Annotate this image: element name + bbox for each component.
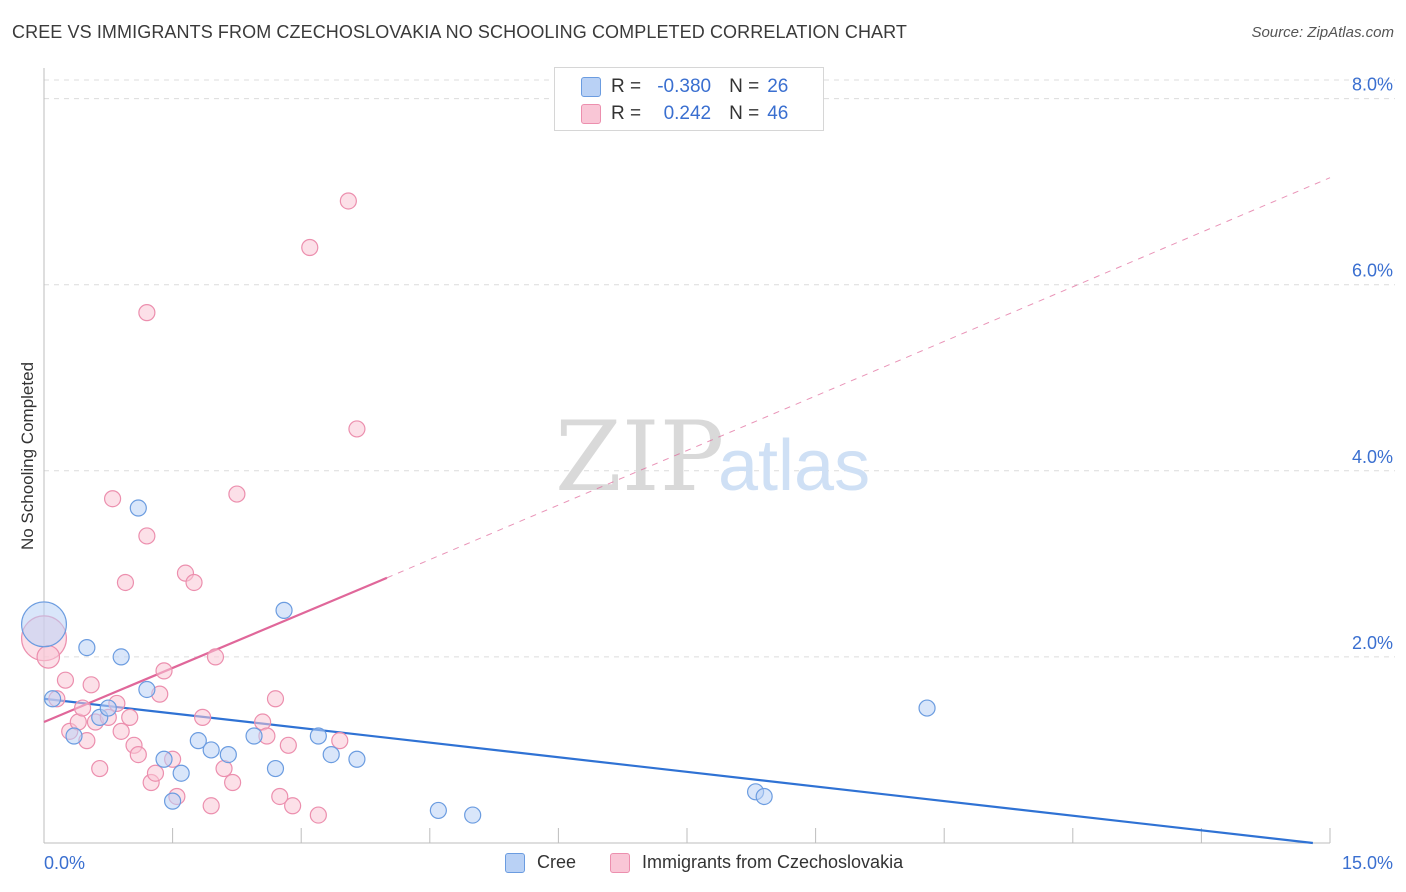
cree-point <box>245 727 263 745</box>
czech-point <box>271 787 289 806</box>
czech-point <box>56 671 75 689</box>
czech-swatch <box>610 852 630 873</box>
czech-point <box>103 490 122 508</box>
cree-point <box>129 499 147 517</box>
cree-point <box>755 787 773 806</box>
czech-point <box>348 420 366 438</box>
cree-point <box>99 699 117 717</box>
legend-row-czech: R = 0.242 N = 46 <box>555 101 788 127</box>
tick-labels: 2.0% 4.0% 6.0% 8.0% 0.0% 15.0% <box>44 75 1393 873</box>
legend-label-cree: Cree <box>537 852 577 872</box>
cree-trend-line <box>43 697 1313 845</box>
czech-point <box>194 708 212 726</box>
y-tick-label: 4.0% <box>1352 447 1393 467</box>
grid-lines <box>44 79 1395 658</box>
n-label: N = <box>729 103 760 124</box>
czech-point <box>82 676 100 694</box>
x-tick-label: 15.0% <box>1342 853 1393 873</box>
cree-point <box>202 741 220 759</box>
cree-point <box>219 746 237 764</box>
y-tick-label: 6.0% <box>1352 261 1393 281</box>
legend-label-czech: Immigrants from Czechoslovakia <box>642 852 904 872</box>
cree-point <box>172 764 190 782</box>
cree-point <box>918 699 936 717</box>
cree-point <box>464 806 482 824</box>
r-label: R = <box>611 76 642 97</box>
cree-point <box>164 792 182 810</box>
czech-point <box>112 722 130 740</box>
axes <box>43 68 1331 844</box>
source-label: Source: ZipAtlas.com <box>1251 24 1394 41</box>
bottom-legend-czech: Immigrants from Czechoslovakia <box>610 852 903 873</box>
watermark-atlas: atlas <box>718 426 870 506</box>
cree-point <box>266 759 285 778</box>
cree-point <box>275 601 293 619</box>
czech-point <box>138 304 156 322</box>
czech-trend-extension <box>386 177 1331 579</box>
n-label: N = <box>729 76 760 97</box>
czech-point <box>129 746 147 764</box>
legend-row-cree: R = -0.380 N = 26 <box>555 74 788 100</box>
correlation-legend: R = -0.380 N = 26 R = 0.242 N = 46 <box>554 67 824 131</box>
cree-point <box>138 680 156 699</box>
r-value: 0.242 <box>663 103 712 124</box>
r-value: -0.380 <box>657 76 712 97</box>
n-value: 46 <box>767 103 789 124</box>
czech-point <box>228 485 246 503</box>
watermark-zip: ZIP <box>555 401 724 513</box>
y-tick-label: 8.0% <box>1352 75 1393 95</box>
czech-point <box>155 662 173 680</box>
czech-point <box>73 699 92 717</box>
czech-point <box>279 736 297 754</box>
czech-point <box>266 690 285 708</box>
cree-point <box>112 648 130 666</box>
bottom-legend-cree: Cree <box>505 852 576 873</box>
n-value: 26 <box>767 76 789 97</box>
cree-swatch <box>581 77 601 97</box>
czech-point <box>36 645 61 669</box>
czech-point <box>116 573 135 592</box>
czech-swatch <box>581 104 601 124</box>
czech-point <box>331 732 349 750</box>
cree-point <box>43 690 62 708</box>
czech-point <box>224 773 242 792</box>
czech-point <box>91 759 109 778</box>
czech-point <box>309 806 327 824</box>
czech-point <box>284 797 302 815</box>
cree-point <box>189 732 207 750</box>
czech-point <box>202 797 220 815</box>
czech-point <box>138 527 156 545</box>
czech-point <box>301 238 319 257</box>
cree-point <box>155 750 173 768</box>
data-points <box>21 192 936 824</box>
cree-point <box>348 750 366 768</box>
watermark: ZIP atlas <box>555 401 870 513</box>
czech-point <box>206 648 225 666</box>
cree-point <box>65 727 83 745</box>
czech-point <box>121 708 139 726</box>
cree-point <box>21 601 67 648</box>
cree-point <box>309 727 327 745</box>
r-label: R = <box>611 103 642 124</box>
chart-title: CREE VS IMMIGRANTS FROM CZECHOSLOVAKIA N… <box>12 22 908 42</box>
cree-point <box>322 746 340 764</box>
czech-point <box>185 573 203 592</box>
czech-point <box>146 764 165 782</box>
y-tick-label: 2.0% <box>1352 633 1393 653</box>
x-tick-label: 0.0% <box>44 853 85 873</box>
czech-point <box>339 192 357 210</box>
cree-point <box>429 801 447 820</box>
cree-point <box>78 638 96 657</box>
cree-swatch <box>505 852 525 873</box>
